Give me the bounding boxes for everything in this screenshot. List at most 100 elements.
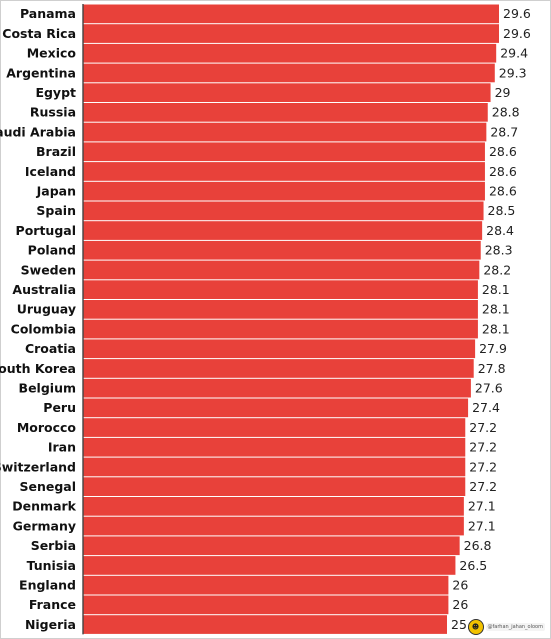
bar <box>83 556 456 575</box>
category-label: Iran <box>48 440 76 455</box>
category-label: Switzerland <box>0 459 76 474</box>
bar <box>83 122 487 142</box>
data-label: 27.1 <box>468 518 496 533</box>
category-label: Senegal <box>19 479 76 494</box>
data-label: 28.6 <box>489 144 517 159</box>
data-label: 28.1 <box>482 321 510 336</box>
data-label: 26.8 <box>464 538 492 553</box>
category-label: Sweden <box>21 262 76 277</box>
data-label: 28.1 <box>482 282 510 297</box>
data-label: 27.9 <box>479 341 507 356</box>
category-label: Spain <box>36 203 76 218</box>
category-label: Peru <box>43 400 76 415</box>
bar <box>83 418 466 437</box>
data-label: 28.7 <box>490 124 518 139</box>
category-label: Saudi Arabia <box>0 124 76 139</box>
category-label: Egypt <box>35 85 76 100</box>
bar <box>83 437 466 457</box>
category-label: Panama <box>20 6 76 21</box>
data-label: 26 <box>452 597 468 612</box>
bar <box>83 103 488 122</box>
data-label: 27.2 <box>469 440 497 455</box>
data-label: 29.6 <box>503 6 531 21</box>
bar <box>83 201 484 221</box>
category-label: Russia <box>30 105 76 120</box>
bar <box>83 63 495 83</box>
bar <box>83 142 485 162</box>
category-label: Costa Rica <box>2 26 76 41</box>
category-label: Japan <box>36 183 76 198</box>
category-label: Denmark <box>12 499 76 514</box>
category-label: Germany <box>13 518 76 533</box>
data-label: 28.6 <box>489 183 517 198</box>
data-label: 27.4 <box>472 400 500 415</box>
data-label: 28.3 <box>485 243 513 258</box>
data-label: 27.6 <box>475 380 503 395</box>
data-label: 27.2 <box>469 479 497 494</box>
category-label: Belgium <box>19 380 76 395</box>
bar <box>83 4 499 24</box>
data-label: 27.2 <box>469 420 497 435</box>
data-label: 29.3 <box>499 65 527 80</box>
category-label: Argentina <box>6 65 76 80</box>
bar <box>83 162 485 181</box>
bar <box>83 83 491 102</box>
data-label: 27.8 <box>478 361 506 376</box>
category-label: Iceland <box>25 164 76 179</box>
category-label: Morocco <box>17 420 77 435</box>
data-label: 28.5 <box>488 203 516 218</box>
category-label: Portugal <box>16 223 76 238</box>
bar <box>83 300 478 319</box>
bar <box>83 181 485 201</box>
bar <box>83 536 460 556</box>
bar <box>83 43 497 63</box>
bar <box>83 497 464 516</box>
data-label: 28.4 <box>486 223 514 238</box>
bar <box>83 221 483 240</box>
category-label: Uruguay <box>17 302 76 317</box>
bar <box>83 24 499 43</box>
bar <box>83 260 480 280</box>
bar <box>83 477 466 496</box>
data-label: 26.5 <box>459 558 487 573</box>
data-label: 26 <box>452 577 468 592</box>
bar <box>83 378 471 398</box>
watermark-text: @farhan_jahan_oloom <box>485 623 545 631</box>
data-label: 28.6 <box>489 164 517 179</box>
category-label: Australia <box>12 282 76 297</box>
category-label: Poland <box>28 243 76 258</box>
data-label: 29.4 <box>500 46 528 61</box>
bar <box>83 359 474 378</box>
bar <box>83 595 449 615</box>
bar <box>83 339 476 359</box>
bar <box>83 319 478 339</box>
category-label: South Korea <box>0 361 76 376</box>
bar <box>83 398 469 418</box>
category-label: France <box>29 597 76 612</box>
watermark: ☻ @farhan_jahan_oloom <box>467 619 545 635</box>
bar <box>83 615 447 634</box>
data-label: 27.2 <box>469 459 497 474</box>
category-label: Brazil <box>36 144 76 159</box>
data-label: 27.1 <box>468 499 496 514</box>
bar <box>83 240 481 260</box>
data-label: 29.6 <box>503 26 531 41</box>
data-label: 29 <box>495 85 511 100</box>
bar <box>83 516 464 536</box>
logo-icon: ☻ <box>467 619 484 635</box>
category-label: Colombia <box>11 321 76 336</box>
bar <box>83 575 449 595</box>
category-label: Serbia <box>31 538 76 553</box>
category-label: Tunisia <box>27 558 76 573</box>
category-label: Mexico <box>27 46 77 61</box>
data-label: 28.1 <box>482 302 510 317</box>
data-label: 28.8 <box>492 105 520 120</box>
category-label: England <box>19 577 76 592</box>
data-label: 28.2 <box>483 262 511 277</box>
category-label: Croatia <box>25 341 76 356</box>
bar <box>83 280 478 299</box>
bar <box>83 457 466 477</box>
category-label: Nigeria <box>25 617 76 632</box>
